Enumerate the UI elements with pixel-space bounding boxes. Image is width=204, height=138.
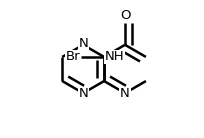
Text: N: N: [78, 37, 88, 50]
Text: N: N: [78, 87, 88, 100]
Text: NH: NH: [104, 50, 124, 63]
Text: O: O: [119, 9, 130, 22]
Text: N: N: [120, 87, 129, 100]
Text: Br: Br: [66, 50, 80, 63]
